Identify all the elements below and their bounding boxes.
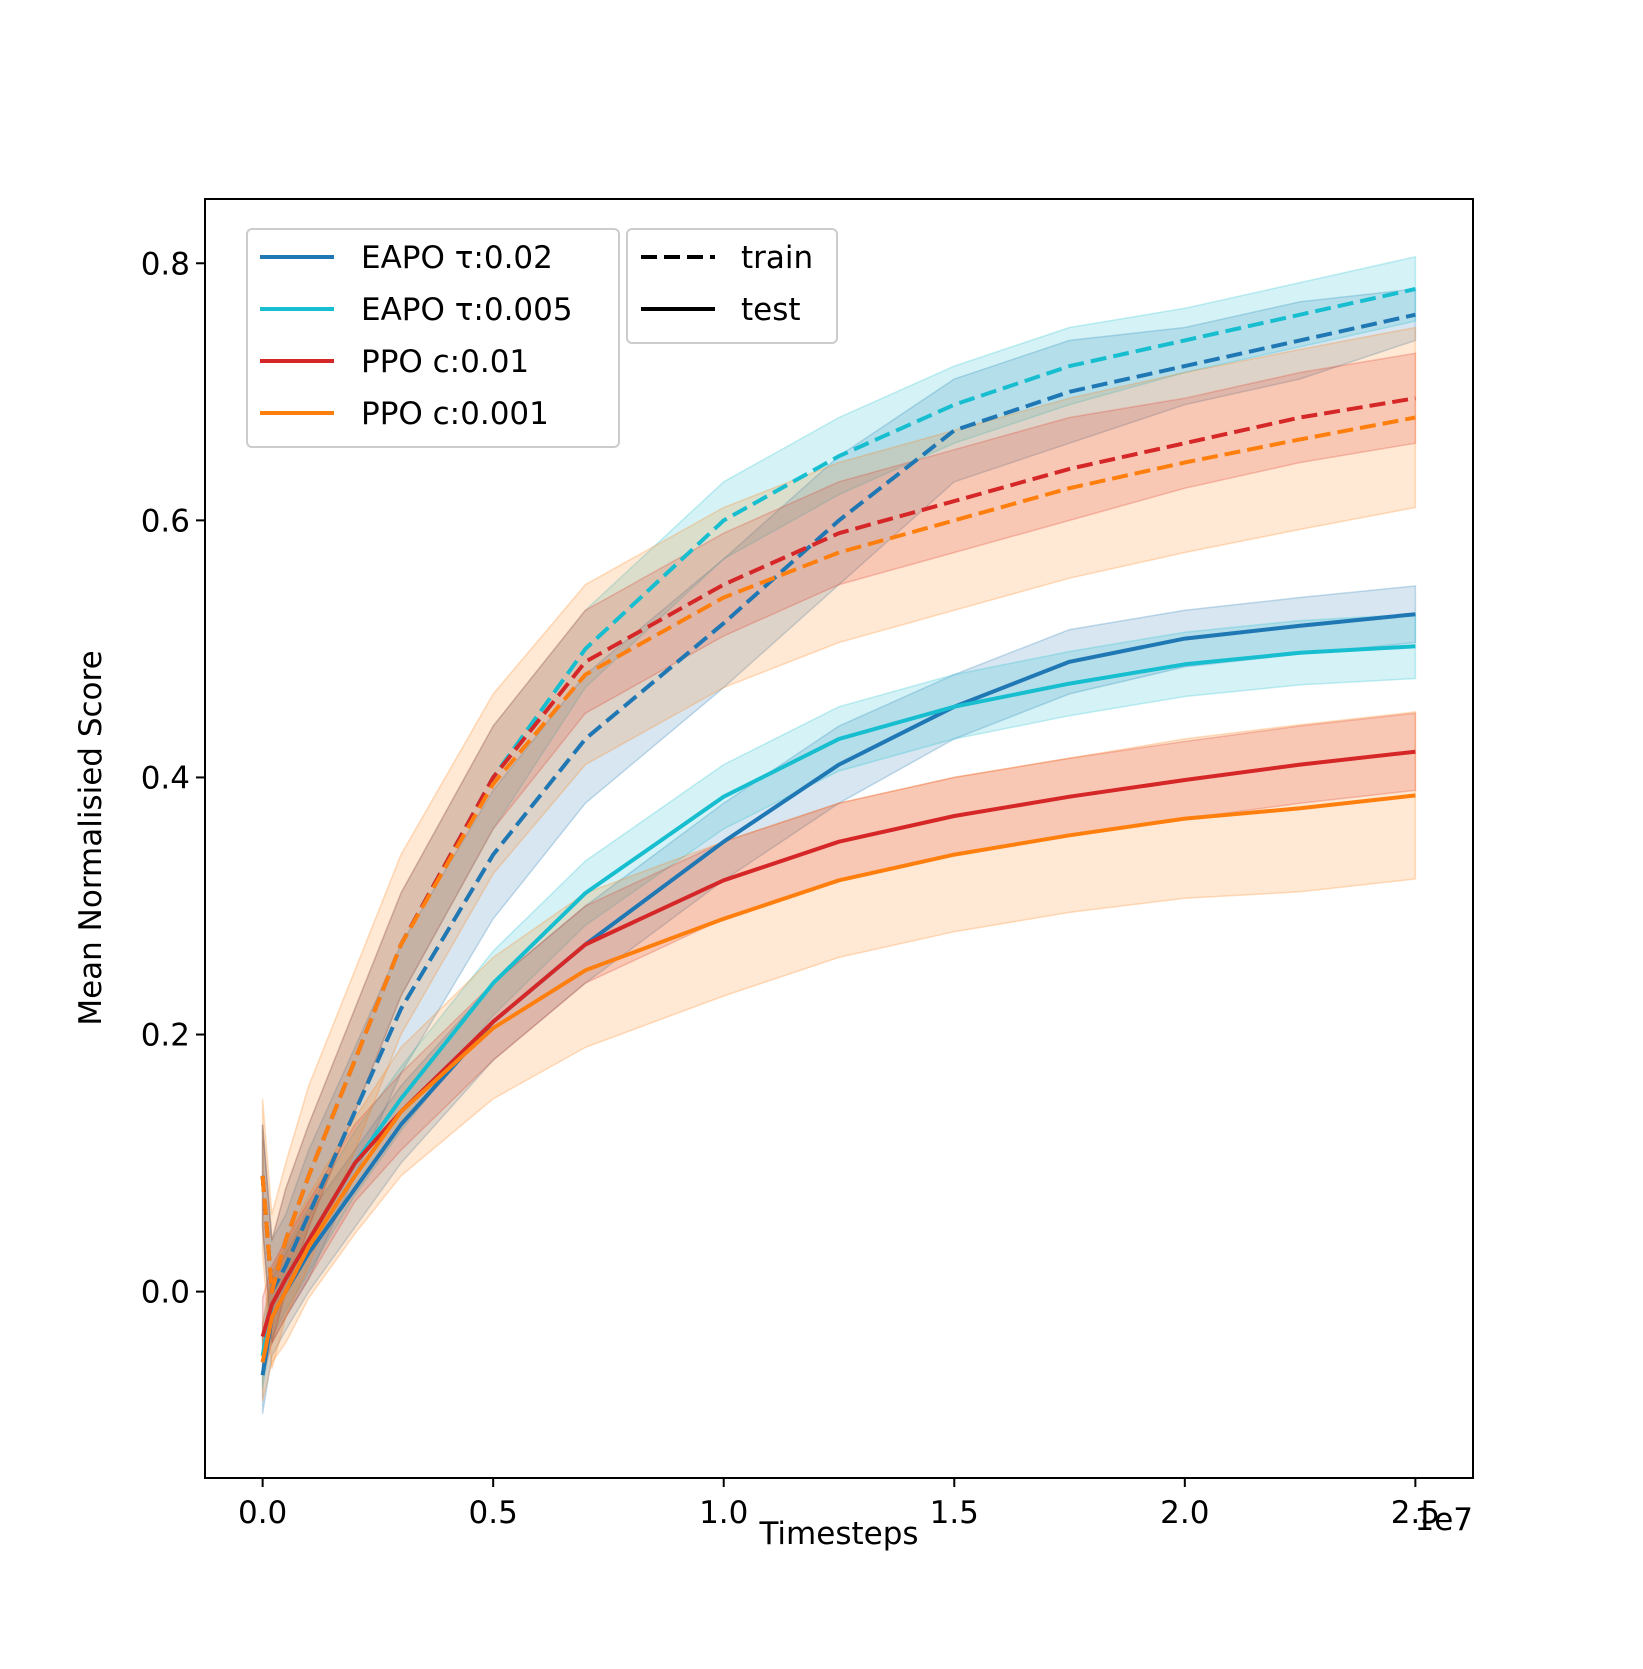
ppo-c-0-001-test-band	[261, 711, 1417, 1402]
y-axis-ticks: 0.0 0.2 0.4 0.6 0.8	[141, 246, 205, 1311]
legend-label-test: test	[741, 292, 801, 328]
x-tick-label: 2.0	[1160, 1495, 1209, 1531]
ppo-c-0-01-test-band	[261, 712, 1417, 1376]
legend-style: train test	[626, 228, 838, 344]
ppo-c-0-01-test-line	[260, 749, 1416, 1338]
y-tick-label: 0.0	[141, 1275, 190, 1311]
y-tick-label: 0.8	[141, 246, 190, 282]
x-tick-label: 2.5	[1391, 1495, 1440, 1531]
x-axis-offset-label: 1e7	[1414, 1502, 1473, 1538]
x-tick-label: 0.0	[238, 1495, 287, 1531]
eapo-0-005-test-band	[261, 613, 1417, 1389]
y-tick-label: 0.4	[141, 760, 190, 796]
x-tick-label: 1.0	[699, 1495, 748, 1531]
eapo-0-02-train-line	[260, 312, 1416, 1294]
eapo-0-02-test-band	[261, 585, 1417, 1414]
confidence-bands	[261, 255, 1417, 1414]
series-lines	[260, 287, 1416, 1376]
ppo-c-0-001-train-band	[261, 326, 1417, 1369]
y-tick-label: 0.6	[141, 503, 190, 539]
legend-label-eapo-0005: EAPO τ:0.005	[361, 292, 573, 328]
legend-series: EAPO τ:0.02 EAPO τ:0.005 PPO c:0.01 PPO …	[246, 228, 620, 448]
y-axis-label: Mean Normalisied Score	[73, 650, 109, 1025]
legend-series-box	[246, 228, 620, 448]
ppo-c-0-001-train-line	[260, 415, 1416, 1294]
legend-label-ppo-0001: PPO c:0.001	[361, 396, 549, 432]
y-tick-label: 0.2	[141, 1018, 190, 1054]
x-tick-label: 0.5	[469, 1495, 518, 1531]
x-axis-ticks: 0.0 0.5 1.0 1.5 2.0 2.5	[238, 1478, 1440, 1531]
x-axis-label: Timesteps	[758, 1516, 918, 1552]
ppo-c-0-001-test-line	[260, 793, 1416, 1363]
plot-frame	[204, 198, 1474, 1479]
legend-label-train: train	[741, 240, 813, 276]
legend-label-eapo-002: EAPO τ:0.02	[361, 240, 553, 276]
x-tick-label: 1.5	[930, 1495, 979, 1531]
legend-label-ppo-001: PPO c:0.01	[361, 344, 529, 380]
